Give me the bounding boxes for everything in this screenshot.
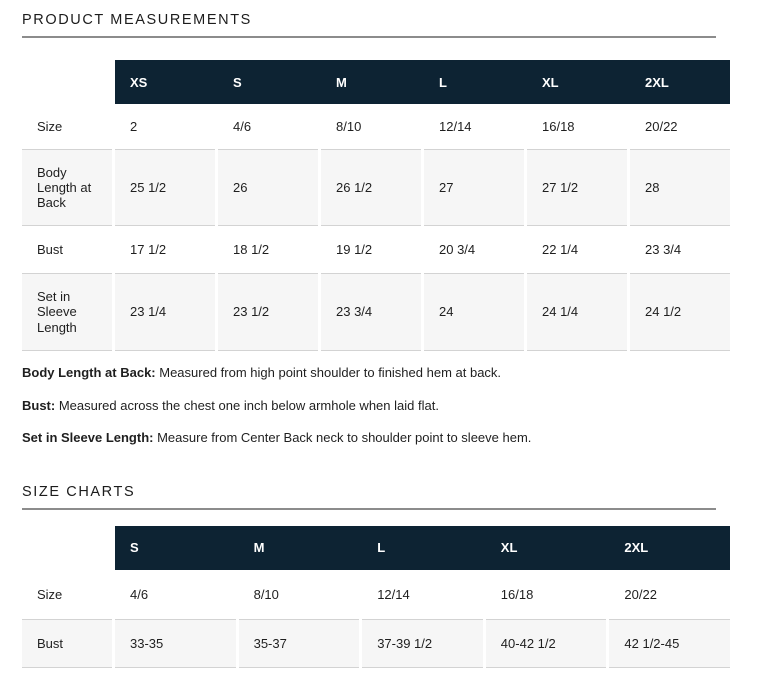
cell-sleeve-m: 23 3/4 (321, 274, 421, 351)
cell-bodylength-2xl: 28 (630, 150, 730, 226)
column-header-s: S (233, 74, 242, 90)
row-label: Size (22, 104, 112, 150)
cell-sleeve-s: 23 1/2 (218, 274, 318, 351)
cell-size-2xl: 20/22 (609, 570, 730, 620)
row-label: Set in Sleeve Length (22, 274, 112, 351)
note-definition: Measured across the chest one inch below… (55, 397, 439, 413)
cell-size-xl: 16/18 (485, 570, 607, 620)
cell-bust-s: 18 1/2 (218, 226, 318, 274)
note-term: Bust: (22, 397, 56, 413)
table-row-body-length: Body Length at Back 25 1/2 26 26 1/2 27 … (22, 150, 730, 226)
cell-bodylength-s: 26 (218, 150, 318, 226)
column-header-l: L (377, 540, 386, 556)
cell-size-xs: 2 (115, 104, 215, 150)
size-charts-heading: SIZE CHARTS (22, 484, 716, 510)
column-header-xl: XL (542, 74, 559, 90)
cell-size-s: 4/6 (218, 104, 318, 150)
cell-bodylength-m: 26 1/2 (321, 150, 421, 226)
cell-bust-xs: 17 1/2 (115, 226, 215, 274)
cell-bust-m: 35-37 (238, 619, 360, 668)
column-header-l: L (439, 74, 447, 90)
cell-size-xl: 16/18 (527, 104, 627, 150)
column-header-xl: XL (500, 540, 518, 556)
column-header-m: M (336, 74, 347, 90)
note-term: Body Length at Back: (22, 365, 156, 380)
cell-bust-l: 20 3/4 (424, 226, 524, 274)
product-measurements-heading: PRODUCT MEASUREMENTS (22, 12, 716, 38)
cell-size-l: 12/14 (362, 570, 483, 620)
cell-sleeve-xl: 24 1/4 (527, 274, 627, 351)
column-header-s: S (130, 540, 139, 556)
cell-bodylength-l: 27 (424, 150, 524, 226)
measurement-notes: Body Length at Back: Measured from high … (22, 365, 758, 446)
table-row-sleeve-length: Set in Sleeve Length 23 1/4 23 1/2 23 3/… (22, 274, 730, 351)
cell-size-s: 4/6 (115, 570, 236, 620)
table-row-size: Size 2 4/6 8/10 12/14 16/18 20/22 (22, 104, 730, 150)
cell-bust-xl: 22 1/4 (527, 226, 627, 274)
cell-size-l: 12/14 (424, 104, 524, 150)
column-header-2xl: 2XL (645, 74, 669, 90)
product-measurements-table: XS S M L XL 2XL Size 2 4/6 8/10 12/14 16… (22, 60, 730, 351)
note-sleeve-length: Set in Sleeve Length: Measure from Cente… (22, 430, 758, 446)
cell-bust-m: 19 1/2 (321, 226, 421, 274)
row-label: Body Length at Back (22, 150, 112, 226)
column-header-2xl: 2XL (624, 540, 649, 556)
cell-bodylength-xl: 27 1/2 (527, 150, 627, 226)
cell-sleeve-l: 24 (424, 274, 524, 351)
cell-size-m: 8/10 (321, 104, 421, 150)
column-header-xs: XS (130, 74, 148, 90)
column-header-m: M (253, 540, 265, 556)
cell-sleeve-2xl: 24 1/2 (630, 274, 730, 351)
cell-size-2xl: 20/22 (630, 104, 730, 150)
note-definition: Measure from Center Back neck to shoulde… (153, 430, 532, 446)
table-header-row: S M L XL 2XL (115, 525, 730, 570)
product-measurements-section: PRODUCT MEASUREMENTS XS S M L XL 2XL Siz… (22, 12, 758, 446)
size-guide-page: PRODUCT MEASUREMENTS XS S M L XL 2XL Siz… (22, 12, 758, 668)
cell-bust-l: 37-39 1/2 (362, 619, 483, 668)
table-row-size: Size 4/6 8/10 12/14 16/18 20/22 (22, 570, 730, 620)
size-charts-section: SIZE CHARTS S M L XL 2XL Size 4/6 8/10 1… (22, 484, 758, 668)
table-row-bust: Bust 17 1/2 18 1/2 19 1/2 20 3/4 22 1/4 … (22, 226, 730, 274)
cell-size-m: 8/10 (238, 570, 360, 620)
cell-bodylength-xs: 25 1/2 (115, 150, 215, 226)
cell-sleeve-xs: 23 1/4 (115, 274, 215, 351)
note-term: Set in Sleeve Length: (22, 430, 154, 446)
cell-bust-2xl: 42 1/2-45 (609, 619, 730, 668)
cell-bust-xl: 40-42 1/2 (485, 619, 607, 668)
size-charts-table: S M L XL 2XL Size 4/6 8/10 12/14 16/18 2… (22, 525, 730, 668)
note-definition: Measured from high point shoulder to fin… (155, 365, 502, 380)
row-label: Bust (22, 226, 112, 274)
note-bust: Bust: Measured across the chest one inch… (22, 398, 758, 414)
row-label: Size (22, 570, 112, 620)
row-label: Bust (22, 619, 112, 668)
table-row-bust: Bust 33-35 35-37 37-39 1/2 40-42 1/2 42 … (22, 619, 730, 668)
table-header-row: XS S M L XL 2XL (115, 60, 730, 104)
cell-bust-2xl: 23 3/4 (630, 226, 730, 274)
cell-bust-s: 33-35 (115, 619, 236, 668)
note-body-length: Body Length at Back: Measured from high … (22, 365, 758, 381)
